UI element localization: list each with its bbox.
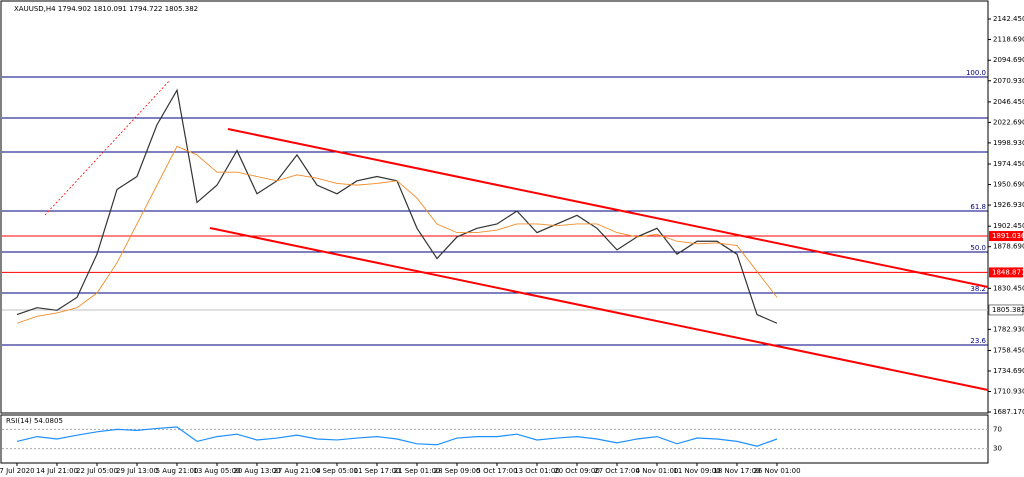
x-tick-label: 29 Jul 13:00 — [116, 467, 158, 475]
x-tick-label: 14 Jul 21:00 — [36, 467, 78, 475]
y-tick-label: 1902.450 — [993, 222, 1024, 230]
y-tick-label: 30 — [993, 445, 1002, 453]
y-tick-label: 1734.690 — [993, 367, 1024, 375]
y-tick-label: 1998.930 — [993, 139, 1024, 147]
x-tick-label: 11 Nov 09:00 — [673, 467, 720, 475]
x-tick-label: 13 Oct 01:00 — [514, 467, 560, 475]
y-tick-label: 1974.450 — [993, 160, 1024, 168]
price-tag — [989, 231, 1023, 242]
trendline — [227, 128, 989, 288]
trendline — [209, 227, 989, 391]
y-tick-label: 70 — [993, 425, 1002, 433]
price-tag-label: 1891.036 — [992, 232, 1024, 240]
y-tick-label: 1926.930 — [993, 201, 1024, 209]
chart-title: XAUUSD,H4 1794.902 1810.091 1794.722 180… — [14, 5, 198, 13]
y-tick-label: 2070.930 — [993, 77, 1024, 85]
rsi-title: RSI(14) 54.0805 — [6, 417, 63, 425]
y-tick-label: 1830.450 — [993, 284, 1024, 292]
x-tick-label: 27 Oct 17:00 — [594, 467, 640, 475]
x-tick-label: 28 Sep 09:00 — [434, 467, 481, 475]
y-tick-label: 1687.170 — [993, 408, 1024, 416]
y-tick-label: 1782.930 — [993, 325, 1024, 333]
y-tick-label: 1758.450 — [993, 346, 1024, 354]
y-tick-label: 2022.690 — [993, 118, 1024, 126]
fib-label: 23.6 — [970, 337, 986, 345]
y-tick-label: 2094.690 — [993, 56, 1024, 64]
trendline — [44, 79, 171, 216]
series-line — [16, 426, 778, 447]
last-price-tag — [988, 304, 1024, 316]
fib-label: 38.2 — [970, 285, 986, 293]
x-tick-label: 27 Aug 21:00 — [273, 467, 320, 475]
x-tick-label: 5 Oct 17:00 — [476, 467, 517, 475]
y-tick-label: 1878.690 — [993, 243, 1024, 251]
fib-label: 100.0 — [966, 69, 986, 77]
price-tag — [989, 267, 1023, 278]
x-tick-label: 20 Aug 13:00 — [233, 467, 280, 475]
y-tick-label: 1950.690 — [993, 181, 1024, 189]
x-tick-label: 22 Jul 05:00 — [76, 467, 118, 475]
rsi-frame — [0, 414, 989, 464]
x-tick-label: 18 Nov 17:00 — [713, 467, 760, 475]
x-tick-label: 4 Nov 01:00 — [636, 467, 679, 475]
x-tick-label: 11 Sep 17:00 — [354, 467, 401, 475]
fib-label: 61.8 — [970, 203, 986, 211]
y-tick-label: 1710.930 — [993, 387, 1024, 395]
series-line — [16, 145, 778, 324]
y-tick-label: 2046.450 — [993, 98, 1024, 106]
x-tick-label: 26 Nov 01:00 — [753, 467, 800, 475]
x-tick-label: 13 Aug 05:00 — [193, 467, 240, 475]
x-tick-label: 21 Sep 01:00 — [394, 467, 441, 475]
x-tick-label: 4 Sep 05:00 — [316, 467, 358, 475]
price-tag-label: 1848.871 — [992, 268, 1024, 276]
fib-label: 50.0 — [970, 244, 986, 252]
x-tick-label: 7 Jul 2020 — [0, 467, 35, 475]
y-tick-label: 2118.690 — [993, 36, 1024, 44]
last-price-label: 1805.382 — [992, 306, 1024, 314]
main-frame — [0, 0, 989, 414]
x-tick-label: 5 Aug 21:00 — [156, 467, 199, 475]
y-tick-label: 2142.450 — [993, 15, 1024, 23]
series-line — [16, 88, 778, 324]
x-tick-label: 20 Oct 09:00 — [554, 467, 600, 475]
